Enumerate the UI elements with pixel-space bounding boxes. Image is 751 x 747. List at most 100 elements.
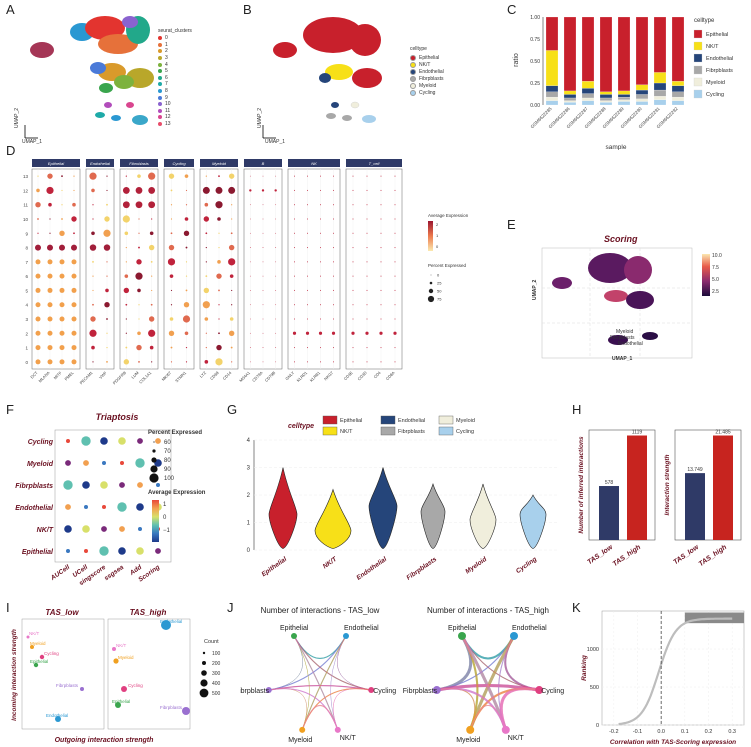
gene-label: LYZ [199,370,208,379]
expression-dot [320,304,321,306]
bar-segment [581,16,595,82]
expression-dot [47,244,53,251]
panel-letter-d: D [6,143,16,158]
legend-label: Epithelial [340,418,362,424]
y-tick-label: 0.75 [530,37,540,43]
celltype-blob [342,115,352,121]
y-axis-label: Ranking [581,655,588,681]
legend-swatch [438,426,454,436]
expression-dot [204,317,209,321]
node-label: Myeloid [288,737,312,744]
expression-dot [380,304,382,306]
expression-dot [106,203,108,206]
legend-tick: 90 [164,467,171,473]
legend-title: Average Expression [148,490,206,496]
bar-segment [545,96,559,101]
x-tick-label: TAS_high [698,544,728,568]
colorbar-tick: 5.0 [712,277,719,283]
expression-dot [394,204,396,206]
bar-segment [653,82,667,91]
expression-dot [205,232,208,235]
expression-dot [106,346,108,349]
node-label: Myeloid [456,737,480,744]
legend-tick: 500 [212,691,221,697]
expression-dot [185,261,188,263]
expression-dot [380,218,382,220]
score-dot [82,481,90,489]
expression-dot [59,330,65,336]
row-label: 7 [25,260,28,265]
cluster-blob [30,42,54,58]
expression-dot [352,204,354,206]
expression-dot [275,304,277,306]
bar-segment [563,97,577,101]
scoring-cell-label: Myeloid [616,329,634,335]
legend-swatch [158,36,162,41]
expression-dot [185,346,188,349]
legend-tick: 1 [436,233,439,238]
expression-dot [231,204,233,206]
legend-dot [429,281,433,285]
expression-dot [215,201,223,209]
legend-swatch [158,49,162,54]
expression-dot [394,304,396,306]
expression-dot [218,304,220,306]
panel-c-stacked-bar: 0.000.250.500.751.00ratioGSM6622285GSM66… [513,15,733,150]
bar-segment [563,16,577,92]
score-dot [102,505,106,509]
expression-dot [262,332,264,334]
gene-label: NKG7 [323,370,335,382]
celltype-blob [326,113,336,119]
gene-label: VWF [98,370,108,380]
expression-dot [229,274,234,278]
expression-dot [218,332,220,335]
interaction-edge [301,704,339,731]
expression-dot [333,189,334,191]
expression-dot [202,186,210,194]
legend-item: 7 [158,81,171,88]
panel-e-scoring-umap [541,247,710,359]
x-tick-label: -0.1 [633,729,642,735]
expression-dot [275,175,277,177]
expression-dot [138,246,140,249]
x-tick-label: 0.2 [705,729,713,735]
expression-dot [35,202,41,208]
legend-tick: 1 [163,502,167,508]
y-tick-label: 3 [247,466,251,472]
legend-swatch [410,68,416,75]
facet-header [32,159,80,167]
expression-dot [138,318,140,320]
panel-b-umap [262,17,382,139]
expression-dot [103,244,111,251]
facet-label: Cycling [172,161,186,166]
expression-dot [366,289,368,291]
expression-dot [59,302,65,308]
expression-dot [71,330,77,336]
expression-dot [148,316,155,322]
legend-tick: 300 [212,671,221,677]
expression-dot [151,275,153,277]
expression-dot [294,304,295,306]
score-dot [65,460,71,466]
expression-dot [46,186,54,195]
x-tick-label: TAS_high [612,544,642,568]
legend-swatch [158,95,162,100]
expression-dot [294,318,295,320]
expression-dot [249,247,251,248]
legend-item: 0 [158,35,171,42]
interaction-point [30,645,34,649]
legend-swatch [158,69,162,74]
expression-dot [137,288,141,293]
expression-dot [170,189,173,192]
expression-dot [366,318,368,320]
legend-tick: 0 [163,515,167,521]
interaction-edge [268,635,303,691]
panel-letter-g: G [227,402,238,417]
plot-frame [601,610,745,726]
expression-dot [366,261,368,263]
legend-label: NK/T [419,61,431,68]
legend-label: Myeloid [706,80,725,86]
row-label: NK/T [37,527,54,534]
panel-a-umap [24,16,154,139]
expression-dot [366,232,368,234]
